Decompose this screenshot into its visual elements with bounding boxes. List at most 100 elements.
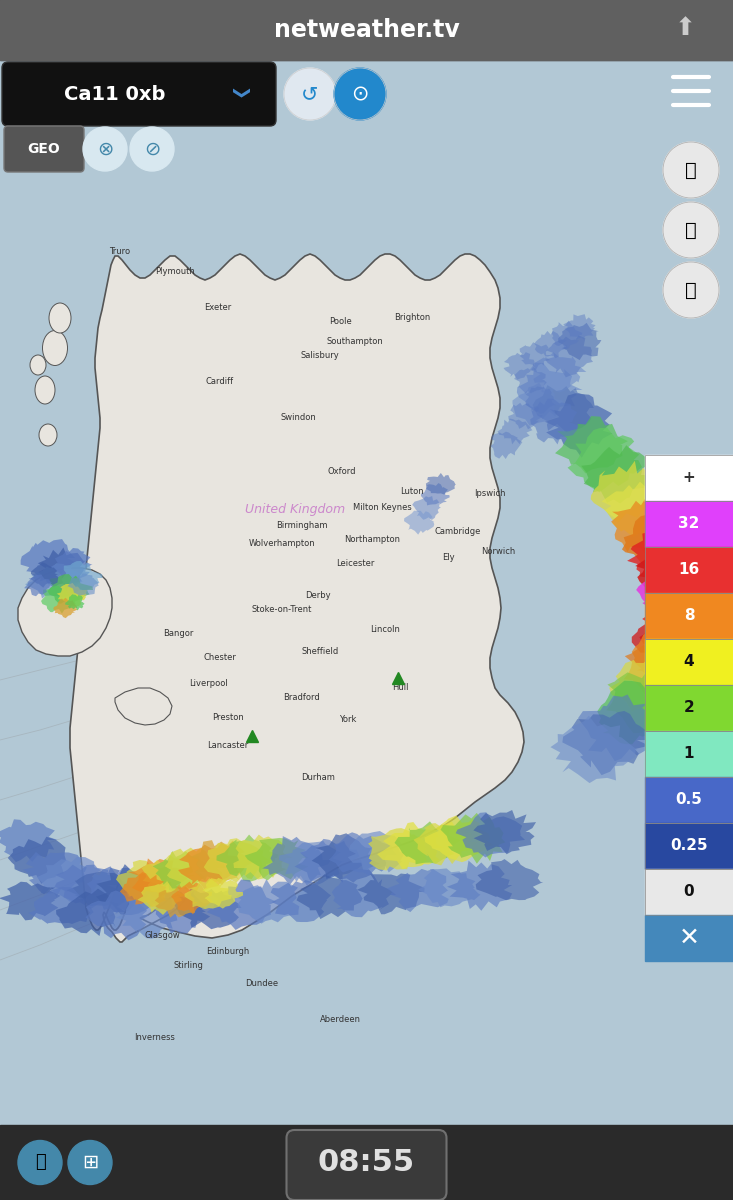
Polygon shape bbox=[174, 888, 241, 929]
Bar bbox=[645, 455, 733, 502]
Text: Poole: Poole bbox=[328, 318, 351, 326]
Text: Leicester: Leicester bbox=[336, 559, 374, 569]
Text: Plymouth: Plymouth bbox=[155, 268, 195, 276]
Text: netweather.tv: netweather.tv bbox=[273, 18, 460, 42]
Polygon shape bbox=[245, 838, 309, 881]
Bar bbox=[645, 778, 733, 823]
Circle shape bbox=[663, 142, 719, 198]
Bar bbox=[645, 731, 733, 778]
Polygon shape bbox=[526, 386, 556, 414]
Bar bbox=[645, 914, 733, 961]
Text: Norwich: Norwich bbox=[481, 547, 515, 557]
Polygon shape bbox=[550, 715, 637, 784]
Bar bbox=[645, 778, 733, 823]
Text: Aberdeen: Aberdeen bbox=[320, 1015, 361, 1025]
Polygon shape bbox=[332, 869, 397, 917]
Bar bbox=[645, 731, 733, 778]
Polygon shape bbox=[24, 575, 52, 596]
Text: Exeter: Exeter bbox=[205, 304, 232, 312]
Polygon shape bbox=[279, 841, 344, 886]
Bar bbox=[645, 502, 733, 547]
Bar bbox=[645, 823, 733, 869]
Polygon shape bbox=[426, 473, 456, 494]
Polygon shape bbox=[236, 880, 299, 924]
Text: 1: 1 bbox=[684, 746, 694, 762]
Text: Southampton: Southampton bbox=[327, 337, 383, 347]
Text: United Kingdom: United Kingdom bbox=[245, 504, 345, 516]
Circle shape bbox=[663, 262, 719, 318]
Bar bbox=[645, 869, 733, 914]
Polygon shape bbox=[25, 563, 84, 599]
Polygon shape bbox=[636, 565, 701, 619]
FancyBboxPatch shape bbox=[287, 1130, 446, 1200]
Text: 0: 0 bbox=[684, 884, 694, 900]
Text: Milton Keynes: Milton Keynes bbox=[353, 504, 411, 512]
Polygon shape bbox=[490, 432, 523, 460]
Text: Stoke-on-Trent: Stoke-on-Trent bbox=[252, 606, 312, 614]
Polygon shape bbox=[216, 834, 279, 882]
Bar bbox=[645, 547, 733, 593]
Polygon shape bbox=[297, 875, 363, 919]
Polygon shape bbox=[498, 419, 533, 444]
Bar bbox=[645, 593, 733, 638]
Polygon shape bbox=[377, 822, 444, 870]
Polygon shape bbox=[312, 833, 380, 883]
Polygon shape bbox=[18, 568, 112, 656]
Polygon shape bbox=[233, 834, 292, 880]
Polygon shape bbox=[328, 833, 397, 875]
Polygon shape bbox=[70, 254, 524, 942]
Text: Wolverhampton: Wolverhampton bbox=[248, 540, 315, 548]
Circle shape bbox=[83, 127, 127, 170]
Polygon shape bbox=[642, 584, 700, 630]
Polygon shape bbox=[627, 532, 694, 586]
Ellipse shape bbox=[43, 330, 67, 366]
Polygon shape bbox=[552, 320, 583, 349]
Polygon shape bbox=[115, 688, 172, 725]
Text: Dundee: Dundee bbox=[246, 979, 279, 989]
Polygon shape bbox=[555, 416, 628, 473]
Polygon shape bbox=[412, 496, 441, 520]
Bar bbox=[645, 547, 733, 593]
Text: Luton: Luton bbox=[400, 487, 424, 497]
Polygon shape bbox=[624, 642, 694, 700]
Polygon shape bbox=[165, 847, 226, 892]
Polygon shape bbox=[514, 367, 547, 394]
Polygon shape bbox=[270, 880, 331, 922]
Polygon shape bbox=[602, 481, 675, 538]
Polygon shape bbox=[609, 656, 688, 713]
Text: ❯: ❯ bbox=[229, 88, 247, 101]
Polygon shape bbox=[591, 461, 666, 523]
Polygon shape bbox=[31, 563, 58, 588]
Polygon shape bbox=[419, 869, 480, 907]
Polygon shape bbox=[517, 362, 583, 419]
Text: Bradford: Bradford bbox=[284, 694, 320, 702]
FancyBboxPatch shape bbox=[4, 126, 84, 172]
Polygon shape bbox=[581, 445, 652, 504]
Polygon shape bbox=[41, 586, 79, 613]
Text: 8: 8 bbox=[684, 608, 694, 624]
Text: ⤢: ⤢ bbox=[685, 221, 697, 240]
Text: Ipswich: Ipswich bbox=[474, 490, 506, 498]
Bar bbox=[645, 455, 733, 502]
Text: netweather.tv: netweather.tv bbox=[273, 18, 460, 42]
Polygon shape bbox=[295, 839, 363, 883]
Text: ⊗: ⊗ bbox=[97, 139, 113, 158]
Text: Lancaster: Lancaster bbox=[207, 742, 248, 750]
Text: ⊙: ⊙ bbox=[351, 84, 369, 104]
Polygon shape bbox=[512, 383, 564, 426]
Text: Derby: Derby bbox=[305, 592, 331, 600]
Polygon shape bbox=[21, 539, 75, 580]
Polygon shape bbox=[86, 890, 149, 941]
Polygon shape bbox=[204, 838, 269, 883]
Polygon shape bbox=[545, 336, 593, 377]
Polygon shape bbox=[48, 574, 93, 605]
Polygon shape bbox=[530, 352, 586, 395]
Text: 0.5: 0.5 bbox=[676, 792, 702, 808]
Text: 0.25: 0.25 bbox=[670, 839, 708, 853]
Text: 4: 4 bbox=[684, 654, 694, 670]
Polygon shape bbox=[387, 869, 449, 912]
Polygon shape bbox=[67, 868, 133, 906]
Circle shape bbox=[68, 1140, 112, 1184]
Polygon shape bbox=[508, 403, 542, 430]
Polygon shape bbox=[56, 583, 87, 606]
